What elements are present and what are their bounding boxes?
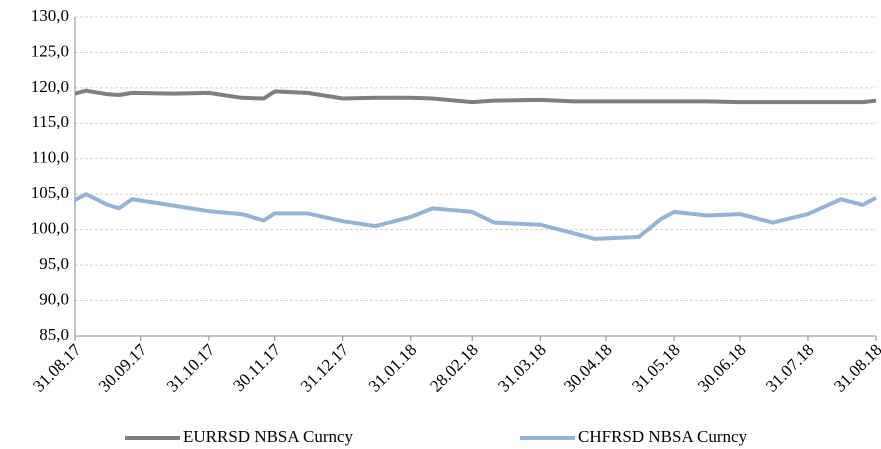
x-tick-label: 31.08.17 — [29, 340, 85, 396]
legend-label: EURRSD NBSA Curncy — [183, 427, 354, 446]
x-tick-label: 31.01.18 — [365, 340, 421, 396]
y-tick-label: 105,0 — [31, 183, 69, 202]
x-tick-label: 30.09.17 — [95, 340, 151, 396]
x-tick-label: 30.04.18 — [560, 340, 616, 396]
x-tick-label: 30.06.18 — [694, 340, 750, 396]
series-line — [74, 192, 877, 241]
x-tick-label: 31.10.17 — [163, 340, 219, 396]
y-tick-label: 95,0 — [39, 254, 69, 273]
x-tick-label: 31.03.18 — [494, 340, 550, 396]
x-tick-label: 30.11.17 — [229, 340, 284, 395]
y-tick-label: 110,0 — [31, 148, 69, 167]
y-tick-label: 130,0 — [31, 6, 69, 25]
x-tick-label: 28.02.18 — [426, 340, 482, 396]
y-tick-label: 125,0 — [31, 41, 69, 60]
x-tick-label: 31.07.18 — [762, 340, 818, 396]
y-tick-label: 120,0 — [31, 77, 69, 96]
y-tick-label: 100,0 — [31, 219, 69, 238]
x-tick-label: 31.12.17 — [297, 340, 353, 396]
x-tick-label: 31.08.18 — [830, 340, 881, 396]
series-line — [74, 88, 877, 105]
y-tick-label: 90,0 — [39, 289, 69, 308]
y-tick-label: 115,0 — [31, 112, 69, 131]
legend-label: CHFRSD NBSA Curncy — [578, 427, 748, 446]
x-tick-label: 31.05.18 — [628, 340, 684, 396]
y-tick-label: 85,0 — [39, 325, 69, 344]
